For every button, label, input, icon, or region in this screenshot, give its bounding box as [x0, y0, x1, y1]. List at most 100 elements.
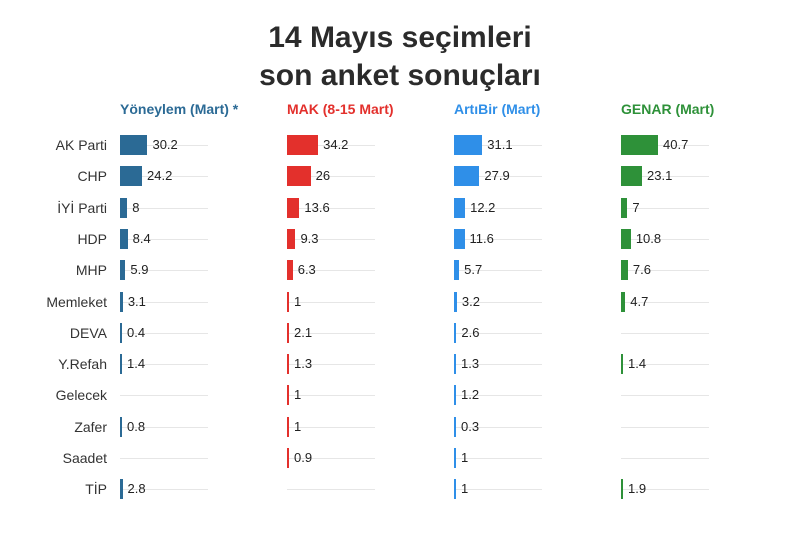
bar-value-label: 12.2 — [470, 199, 496, 215]
row-guide-line — [454, 207, 542, 209]
bar — [120, 479, 123, 500]
bar-value-label: 0.8 — [127, 418, 146, 434]
category-label: AK Parti — [55, 137, 107, 153]
row-guide-line — [287, 364, 375, 366]
row-guide-line — [454, 489, 542, 491]
row-guide-line — [621, 207, 709, 209]
bar-value-label: 6.3 — [297, 262, 316, 278]
bar — [454, 135, 483, 155]
bar — [120, 291, 123, 312]
category-label: İYİ Parti — [57, 199, 107, 216]
row-guide-line — [621, 426, 709, 428]
row-guide-line — [621, 364, 709, 366]
bar — [120, 135, 148, 155]
bar-value-label: 40.7 — [663, 137, 689, 152]
category-label: Zafer — [74, 418, 107, 435]
bar — [621, 166, 643, 187]
row-guide-line — [120, 364, 208, 366]
row-guide-line — [621, 395, 709, 397]
bar — [454, 385, 456, 406]
row-guide-line — [287, 426, 375, 428]
row-guide-line — [287, 332, 375, 334]
bar — [454, 228, 465, 249]
bar — [454, 479, 456, 500]
row-guide-line — [454, 270, 542, 272]
chart-title-line-1: 14 Mayıs seçimleri — [268, 21, 532, 54]
row-guide-line — [454, 145, 542, 146]
row-guide-line — [120, 270, 208, 272]
series-header: Yöneylem (Mart) * — [120, 101, 239, 117]
bar-value-label: 1.4 — [127, 356, 146, 372]
bar-value-label: 2.6 — [461, 324, 480, 340]
bar-value-label: 11.6 — [469, 230, 494, 246]
category-label: CHP — [77, 168, 107, 185]
bar-value-label: 2.1 — [294, 324, 313, 340]
bar — [454, 197, 466, 218]
bar-value-label: 5.7 — [464, 262, 483, 278]
bar — [621, 228, 631, 249]
row-guide-line — [120, 489, 208, 491]
row-guide-line — [621, 145, 709, 146]
bar-value-label: 8 — [132, 199, 140, 215]
bar-value-label: 1 — [294, 293, 302, 309]
row-guide-line — [621, 332, 709, 334]
row-guide-line — [287, 145, 375, 146]
row-guide-line — [454, 238, 542, 240]
bar — [621, 135, 659, 155]
bar — [120, 260, 126, 281]
row-guide-line — [120, 301, 208, 303]
row-guide-line — [120, 332, 208, 334]
bar-value-label: 1 — [294, 387, 302, 403]
bar — [621, 354, 623, 375]
bar-value-label: 26 — [315, 168, 331, 184]
bar-value-label: 3.1 — [127, 293, 146, 309]
bar — [287, 135, 319, 155]
series-header: MAK (8-15 Mart) — [287, 101, 394, 117]
bar — [287, 197, 300, 218]
bar — [287, 448, 289, 468]
row-guide-line — [120, 238, 208, 240]
bar-value-label: 13.6 — [304, 199, 330, 215]
bar — [287, 228, 296, 249]
row-guide-line — [454, 426, 542, 428]
bar-value-label: 30.2 — [152, 137, 178, 152]
series-header: ArtıBir (Mart) — [454, 101, 541, 117]
bar-value-label: 1.3 — [461, 356, 480, 372]
bar-value-label: 2.8 — [127, 481, 146, 497]
bar-value-label: 7.6 — [632, 262, 651, 278]
series-header: GENAR (Mart) — [621, 101, 715, 117]
row-guide-line — [120, 176, 208, 178]
category-label: DEVA — [69, 324, 107, 341]
row-guide-line — [120, 395, 208, 397]
bar — [287, 166, 311, 187]
bar — [120, 228, 128, 249]
row-guide-line — [454, 301, 542, 303]
bar-value-label: 0.4 — [127, 324, 146, 340]
bar-value-label: 10.8 — [635, 230, 662, 246]
bar — [621, 197, 628, 218]
bar-value-label: 0.3 — [461, 418, 480, 434]
row-guide-line — [287, 489, 375, 491]
bar — [454, 291, 457, 312]
bar — [120, 197, 128, 218]
bar — [287, 322, 289, 343]
category-label: MHP — [75, 262, 107, 279]
bar — [120, 416, 122, 437]
row-guide-line — [287, 301, 375, 303]
category-label: Y.Refah — [58, 356, 107, 373]
bar — [621, 291, 626, 312]
row-guide-line — [120, 458, 208, 459]
bar-value-label: 7 — [632, 199, 640, 215]
bar-value-label: 24.2 — [147, 168, 173, 184]
row-guide-line — [621, 489, 709, 491]
bar — [454, 354, 456, 375]
row-guide-line — [120, 207, 208, 209]
bar — [287, 291, 289, 312]
row-guide-line — [454, 364, 542, 366]
bar — [120, 322, 122, 343]
category-label: HDP — [77, 230, 107, 247]
category-label: Saadet — [62, 450, 107, 466]
bar-value-label: 1 — [461, 481, 469, 497]
row-guide-line — [621, 238, 709, 240]
bar-value-label: 1.2 — [461, 387, 480, 403]
